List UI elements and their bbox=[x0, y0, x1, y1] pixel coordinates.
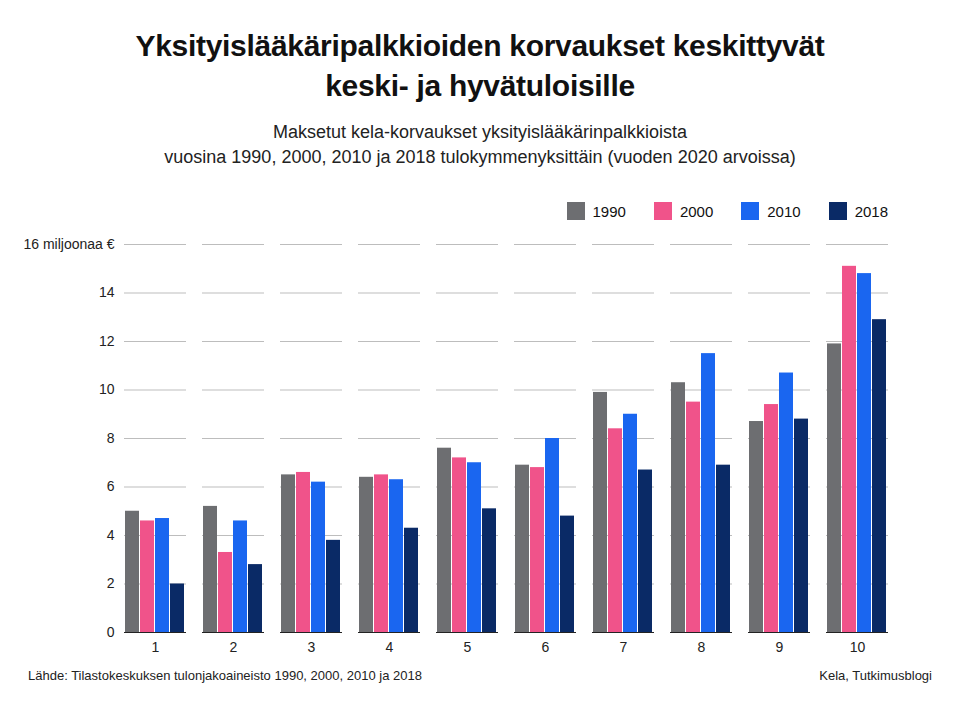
svg-text:2: 2 bbox=[230, 640, 238, 656]
svg-text:3: 3 bbox=[308, 640, 316, 656]
svg-text:4: 4 bbox=[386, 640, 394, 656]
html-text:Kela, Tutkimusblogi: Kela, Tutkimusblogi bbox=[819, 668, 932, 684]
svg-text:6: 6 bbox=[542, 640, 550, 656]
svg-text:10: 10 bbox=[99, 382, 115, 398]
html-text:1990: 1990 bbox=[592, 202, 626, 220]
html-text:2010: 2010 bbox=[767, 202, 801, 220]
html-text:Maksetut kela-korvaukset yksit: Maksetut kela-korvaukset yksityislääkäri… bbox=[164, 121, 796, 167]
html-text:2018: 2018 bbox=[854, 202, 888, 220]
svg-text:5: 5 bbox=[464, 640, 472, 656]
svg-text:16 miljoonaa €: 16 miljoonaa € bbox=[23, 236, 114, 252]
html-text:2000: 2000 bbox=[679, 202, 714, 220]
svg-text:8: 8 bbox=[698, 640, 706, 656]
svg-text:1: 1 bbox=[152, 640, 160, 656]
svg-text:2: 2 bbox=[107, 576, 115, 592]
svg-text:4: 4 bbox=[107, 527, 115, 543]
svg-text:9: 9 bbox=[776, 640, 784, 656]
html-text:Lähde: Tilastokeskuksen tulonj: Lähde: Tilastokeskuksen tulonjakoaineist… bbox=[28, 668, 422, 684]
svg-text:10: 10 bbox=[850, 640, 866, 656]
svg-text:7: 7 bbox=[620, 640, 628, 656]
svg-text:12: 12 bbox=[99, 333, 115, 349]
svg-text:8: 8 bbox=[107, 430, 115, 446]
svg-text:14: 14 bbox=[99, 285, 115, 301]
svg-text:6: 6 bbox=[107, 479, 115, 495]
svg-text:0: 0 bbox=[107, 624, 115, 640]
html-text:Yksityislääkäripalkkioiden kor: Yksityislääkäripalkkioiden korvaukset ke… bbox=[135, 29, 825, 102]
